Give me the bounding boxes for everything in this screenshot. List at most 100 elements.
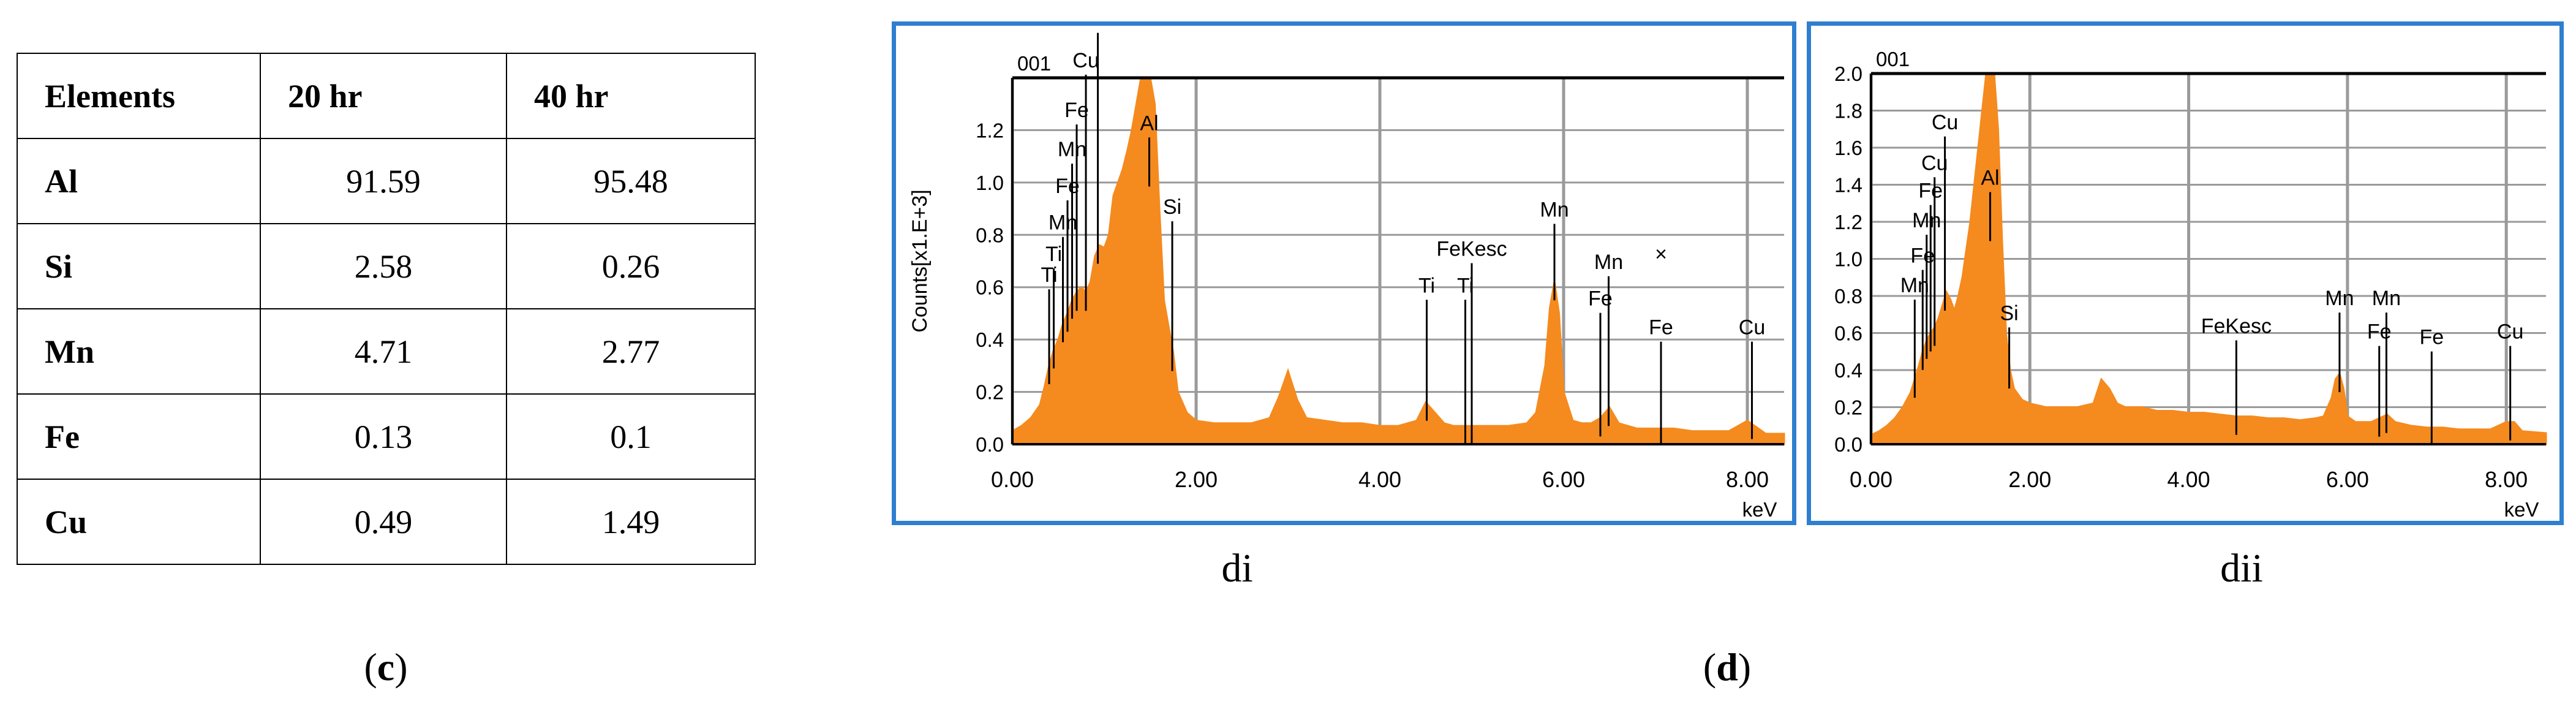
peak-label: Al [1140, 112, 1158, 135]
y-tick-label: 0.4 [976, 328, 1004, 351]
table-row: Mn 4.71 2.77 [17, 308, 756, 395]
x-tick-label: 6.00 [1542, 467, 1585, 492]
peak-label: Al [1981, 167, 1999, 190]
row-value-20hr: 0.49 [260, 479, 507, 565]
spectrum-dii-subtitle: dii [2220, 546, 2263, 591]
row-element: Cu [17, 479, 261, 565]
peak-label: Mn [1594, 251, 1623, 274]
caption-paren-close: ) [1738, 645, 1752, 689]
row-value-40hr: 0.26 [506, 223, 756, 309]
y-tick-label: 0.6 [1834, 322, 1862, 345]
x-tick-label: 4.00 [2167, 467, 2210, 492]
x-axis-label: keV [2504, 498, 2539, 521]
spectrum-dii-frame: 0.00 2.00 4.00 6.00 8.00 0.0 0.2 0.4 0.6 0.8 1.0 1.… [1807, 21, 2564, 525]
y-tick-label: 0.0 [1834, 433, 1862, 456]
row-element: Mn [17, 308, 261, 395]
table-row: Fe 0.13 0.1 [17, 393, 756, 480]
y-tick-label: 0.0 [976, 433, 1004, 456]
peak-label: Cu [1739, 316, 1765, 339]
y-tick-label: 0.8 [1834, 285, 1862, 308]
y-tick-label: 0.4 [1834, 359, 1862, 382]
y-tick-label: 1.8 [1834, 100, 1862, 123]
row-element: Al [17, 138, 261, 224]
peak-label: Fe [2367, 320, 2392, 344]
peak-label: Mn [1049, 211, 1077, 235]
x-axis-label: keV [1742, 498, 1777, 521]
y-tick-label: 1.0 [976, 172, 1004, 194]
peak-label: Fe [2419, 326, 2444, 349]
spectrum-area [1011, 77, 1785, 445]
caption-letter: d [1716, 645, 1738, 689]
peak-label: Fe [1918, 180, 1943, 203]
corner-label: 001 [1017, 52, 1051, 75]
row-value-40hr: 95.48 [506, 138, 756, 224]
x-tick-label: 8.00 [1726, 467, 1769, 492]
table-row: Si 2.58 0.26 [17, 223, 756, 309]
table-row: Al 91.59 95.48 [17, 138, 756, 224]
peak-label: Si [2000, 301, 2018, 325]
row-value-40hr: 1.49 [506, 479, 756, 565]
y-tick-label: 1.0 [1834, 248, 1862, 271]
peak-label: Cu [1921, 151, 1948, 175]
peak-label: Ti [1418, 274, 1435, 297]
peak-label: Si [1163, 195, 1181, 219]
spectrum-di-frame: 0.00 2.00 4.00 6.00 8.00 0.0 0.2 0.4 0.6 0.8 1.0 1.… [892, 21, 1796, 525]
y-tick-label: 0.8 [976, 224, 1004, 246]
corner-label: 001 [1876, 48, 1910, 70]
x-tick-label: 0.00 [991, 467, 1034, 492]
peak-label: Fe [1649, 316, 1673, 339]
y-tick-label: 1.2 [1834, 211, 1862, 233]
peak-label: Cu [1072, 49, 1099, 72]
spectrum-di-subtitle: di [1221, 546, 1253, 591]
peak-label: Ti [1045, 243, 1062, 266]
caption-paren-open: ( [1703, 645, 1717, 689]
composition-table-container: Elements 20 hr 40 hr Al 91.59 95.48 Si 2… [17, 53, 756, 565]
x-tick-label: 4.00 [1358, 467, 1401, 492]
y-tick-label: 0.6 [976, 276, 1004, 299]
header-40hr: 40 hr [506, 53, 756, 139]
peak-label: FeKesc [2201, 315, 2272, 338]
y-tick-label: 0.2 [976, 381, 1004, 404]
peak-label: Ti [1041, 263, 1057, 287]
peak-label: × [1655, 243, 1667, 266]
peak-label: Mn [2372, 287, 2401, 310]
spectrum-di-chart: 0.00 2.00 4.00 6.00 8.00 0.0 0.2 0.4 0.6 0.8 1.0 1.… [908, 26, 1785, 521]
y-tick-label: 0.2 [1834, 396, 1862, 419]
panel-d-caption: (d) [1666, 645, 1788, 690]
peak-label: Cu [2497, 320, 2523, 344]
peak-label: Mn [1058, 138, 1087, 161]
x-tick-label: 2.00 [1175, 467, 1218, 492]
peak-label: Fe [1055, 175, 1080, 198]
composition-table: Elements 20 hr 40 hr Al 91.59 95.48 Si 2… [17, 53, 756, 565]
header-20hr: 20 hr [260, 53, 507, 139]
table-row: Cu 0.49 1.49 [17, 479, 756, 565]
y-axis-label: Counts[x1.E+3] [908, 189, 932, 332]
y-tick-label: 1.6 [1834, 137, 1862, 159]
x-tick-label: 2.00 [2008, 467, 2051, 492]
y-tick-label: 1.2 [976, 119, 1004, 142]
peak-label: Mn [1540, 198, 1569, 221]
peak-label: Ti [1457, 274, 1474, 297]
peak-label: Mn [1912, 209, 1941, 232]
row-element: Si [17, 223, 261, 309]
peak-label: Cu [1932, 111, 1958, 134]
row-value-40hr: 0.1 [506, 393, 756, 480]
row-value-20hr: 91.59 [260, 138, 507, 224]
row-value-40hr: 2.77 [506, 308, 756, 395]
peak-label: Cu [1085, 26, 1111, 31]
row-value-20hr: 4.71 [260, 308, 507, 395]
caption-paren-close: ) [394, 645, 408, 689]
row-value-20hr: 0.13 [260, 393, 507, 480]
x-tick-label: 0.00 [1850, 467, 1892, 492]
panel-c-caption: (c) [325, 645, 447, 690]
x-tick-label: 8.00 [2485, 467, 2528, 492]
x-tick-label: 6.00 [2326, 467, 2369, 492]
row-value-20hr: 2.58 [260, 223, 507, 309]
peak-label: Fe [1064, 99, 1089, 122]
caption-letter: c [377, 645, 395, 689]
header-elements: Elements [17, 53, 261, 139]
peak-label: Mn [2325, 287, 2354, 310]
peak-label: FeKesc [1436, 237, 1507, 260]
peak-label: Mn [1900, 274, 1929, 297]
caption-paren-open: ( [364, 645, 377, 689]
